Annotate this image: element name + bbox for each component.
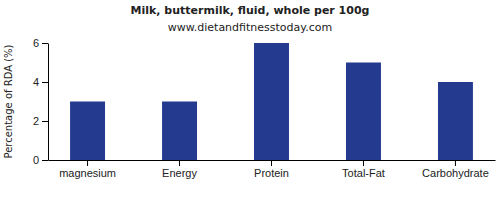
x-tick: Protein	[254, 160, 289, 179]
x-tick-mark	[271, 160, 272, 166]
y-axis: 0 2 4 6	[33, 37, 49, 166]
y-axis-line	[48, 44, 49, 161]
title: Milk, buttermilk, fluid, whole per 100g	[131, 4, 370, 17]
x-tick-label: magnesium	[59, 167, 116, 179]
bars	[70, 43, 473, 160]
x-tick-mark	[179, 160, 180, 166]
y-tick-label: 0	[33, 154, 39, 166]
chart: Milk, buttermilk, fluid, whole per 100g w…	[0, 0, 500, 200]
bar	[254, 43, 289, 160]
x-tick-mark	[87, 160, 88, 166]
y-tick-label: 2	[33, 115, 39, 127]
x-tick-mark	[363, 160, 364, 166]
x-tick: Energy	[162, 160, 197, 179]
y-tick: 6	[33, 37, 48, 49]
x-tick-label: Energy	[162, 167, 197, 179]
y-tick-label: 4	[33, 76, 39, 88]
bar	[346, 63, 381, 161]
x-axis: magnesium Energy Protein Total-Fat Carbohydr…	[49, 160, 496, 179]
bar	[70, 102, 105, 161]
x-tick: Total-Fat	[342, 160, 385, 179]
y-tick: 2	[33, 115, 48, 127]
x-tick-label: Protein	[254, 167, 289, 179]
bar	[438, 82, 473, 160]
y-axis-title: Percentage of RDA (%)	[3, 44, 14, 158]
y-tick-mark	[42, 43, 48, 44]
y-tick-mark	[42, 160, 48, 161]
y-tick-label: 6	[33, 37, 39, 49]
x-tick-label: Total-Fat	[342, 167, 385, 179]
x-tick-label: Carbohydrate	[422, 167, 489, 179]
x-tick: magnesium	[59, 160, 116, 179]
bar	[162, 102, 197, 161]
y-tick: 4	[33, 76, 48, 88]
y-tick-mark	[42, 82, 48, 83]
y-tick: 0	[33, 154, 48, 166]
y-tick-mark	[42, 121, 48, 122]
x-tick: Carbohydrate	[422, 160, 489, 179]
x-tick-mark	[455, 160, 456, 166]
subtitle: www.dietandfitnesstoday.com	[168, 21, 332, 34]
